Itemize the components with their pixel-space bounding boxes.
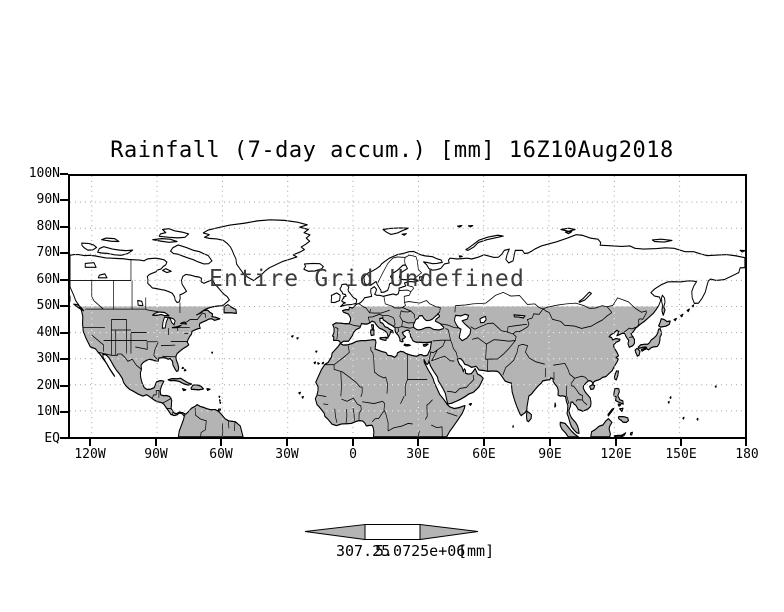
political-borders xyxy=(70,254,647,437)
x-axis-tick xyxy=(680,439,682,446)
y-axis-label: 100N xyxy=(28,166,60,181)
y-axis-tick xyxy=(60,279,68,281)
page-title: Rainfall (7-day accum.) [mm] 16Z10Aug201… xyxy=(110,138,674,163)
x-axis-label: 60W xyxy=(209,447,233,462)
x-axis-label: 120E xyxy=(600,447,632,462)
y-axis-label: 80N xyxy=(36,219,60,234)
y-axis-tick xyxy=(60,252,68,254)
colorbar-arrow-left xyxy=(304,523,366,541)
inland-seas xyxy=(84,262,592,342)
x-axis-tick xyxy=(417,439,419,446)
y-axis-label: 40N xyxy=(36,325,60,340)
colorbar-arrow-right xyxy=(419,523,479,541)
y-axis-tick xyxy=(60,173,68,175)
y-axis-tick xyxy=(60,332,68,334)
y-axis-tick xyxy=(60,199,68,201)
y-axis-tick xyxy=(60,358,68,360)
x-axis-label: 150E xyxy=(665,447,697,462)
y-axis-tick xyxy=(60,305,68,307)
x-axis-label: 30E xyxy=(406,447,430,462)
y-axis-tick xyxy=(60,385,68,387)
x-axis-tick xyxy=(89,439,91,446)
colorbar-label-right: 5.0725e+06 xyxy=(375,542,466,560)
x-axis-label: 90E xyxy=(538,447,562,462)
y-axis-label: 30N xyxy=(36,351,60,366)
x-axis-tick xyxy=(615,439,617,446)
y-axis-label: 60N xyxy=(36,272,60,287)
colorbar-label-left: 307.25 xyxy=(336,542,391,560)
y-axis-label: 20N xyxy=(36,378,60,393)
colorbar-units: [mm] xyxy=(458,542,495,560)
y-axis-tick xyxy=(60,226,68,228)
x-axis-tick xyxy=(286,439,288,446)
y-axis-label: 10N xyxy=(36,404,60,419)
y-axis-label: 70N xyxy=(36,245,60,260)
x-axis-label: 30W xyxy=(275,447,299,462)
x-axis-label: 90W xyxy=(144,447,168,462)
x-axis-label: 0 xyxy=(349,447,357,462)
colorbar xyxy=(304,523,479,541)
x-axis-label: 60E xyxy=(472,447,496,462)
map-frame xyxy=(68,174,747,439)
x-axis-tick xyxy=(220,439,222,446)
x-axis-tick xyxy=(745,439,747,446)
y-axis-label: 90N xyxy=(36,192,60,207)
y-axis-label: 50N xyxy=(36,298,60,313)
x-axis-tick xyxy=(155,439,157,446)
x-axis-tick xyxy=(483,439,485,446)
x-axis-tick xyxy=(352,439,354,446)
world-map xyxy=(70,176,745,437)
y-axis-tick xyxy=(60,411,68,413)
y-axis-label: EQ xyxy=(44,431,60,446)
x-axis-label: 120W xyxy=(74,447,106,462)
overlay-message: Entire Grid Undefined xyxy=(209,266,525,292)
colorbar-box xyxy=(364,524,421,540)
x-axis-tick xyxy=(549,439,551,446)
x-axis-label: 180 xyxy=(735,447,759,462)
y-axis-tick xyxy=(60,437,68,439)
